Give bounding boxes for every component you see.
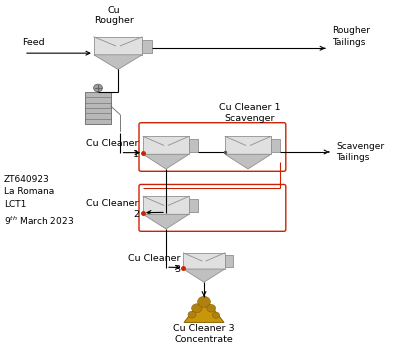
Text: Cu Cleaner 3
Concentrate: Cu Cleaner 3 Concentrate: [173, 324, 235, 343]
Polygon shape: [94, 55, 142, 69]
Text: Cu Cleaner
1: Cu Cleaner 1: [86, 139, 139, 159]
Text: Cu Cleaner 1
Scavenger: Cu Cleaner 1 Scavenger: [219, 103, 281, 123]
Bar: [85, 92, 111, 124]
Bar: [142, 39, 152, 53]
Text: Rougher
Tailings: Rougher Tailings: [332, 26, 370, 47]
Polygon shape: [184, 297, 224, 322]
Bar: [189, 199, 198, 213]
Text: Cu Cleaner
3: Cu Cleaner 3: [128, 254, 180, 274]
Text: Scavenger
Tailings: Scavenger Tailings: [336, 142, 384, 162]
Circle shape: [94, 84, 102, 92]
Circle shape: [192, 304, 202, 313]
Text: ZT640923
La Romana
LCT1
$9^{th}$ March 2023: ZT640923 La Romana LCT1 $9^{th}$ March 2…: [4, 175, 74, 226]
Polygon shape: [143, 214, 189, 229]
Circle shape: [188, 311, 196, 318]
Text: Cu
Rougher: Cu Rougher: [94, 5, 134, 25]
Circle shape: [207, 305, 216, 312]
Circle shape: [212, 312, 220, 318]
Circle shape: [198, 296, 210, 307]
Bar: [94, 37, 142, 55]
Bar: [143, 196, 189, 214]
Text: Feed: Feed: [22, 38, 45, 47]
Bar: [183, 253, 225, 269]
Bar: [225, 136, 271, 154]
Polygon shape: [143, 154, 189, 169]
Bar: [225, 255, 233, 268]
Polygon shape: [225, 154, 271, 169]
Polygon shape: [183, 269, 225, 282]
Bar: [271, 139, 280, 153]
Text: Cu Cleaner
2: Cu Cleaner 2: [86, 199, 139, 219]
Bar: [189, 139, 198, 153]
Bar: [143, 136, 189, 154]
